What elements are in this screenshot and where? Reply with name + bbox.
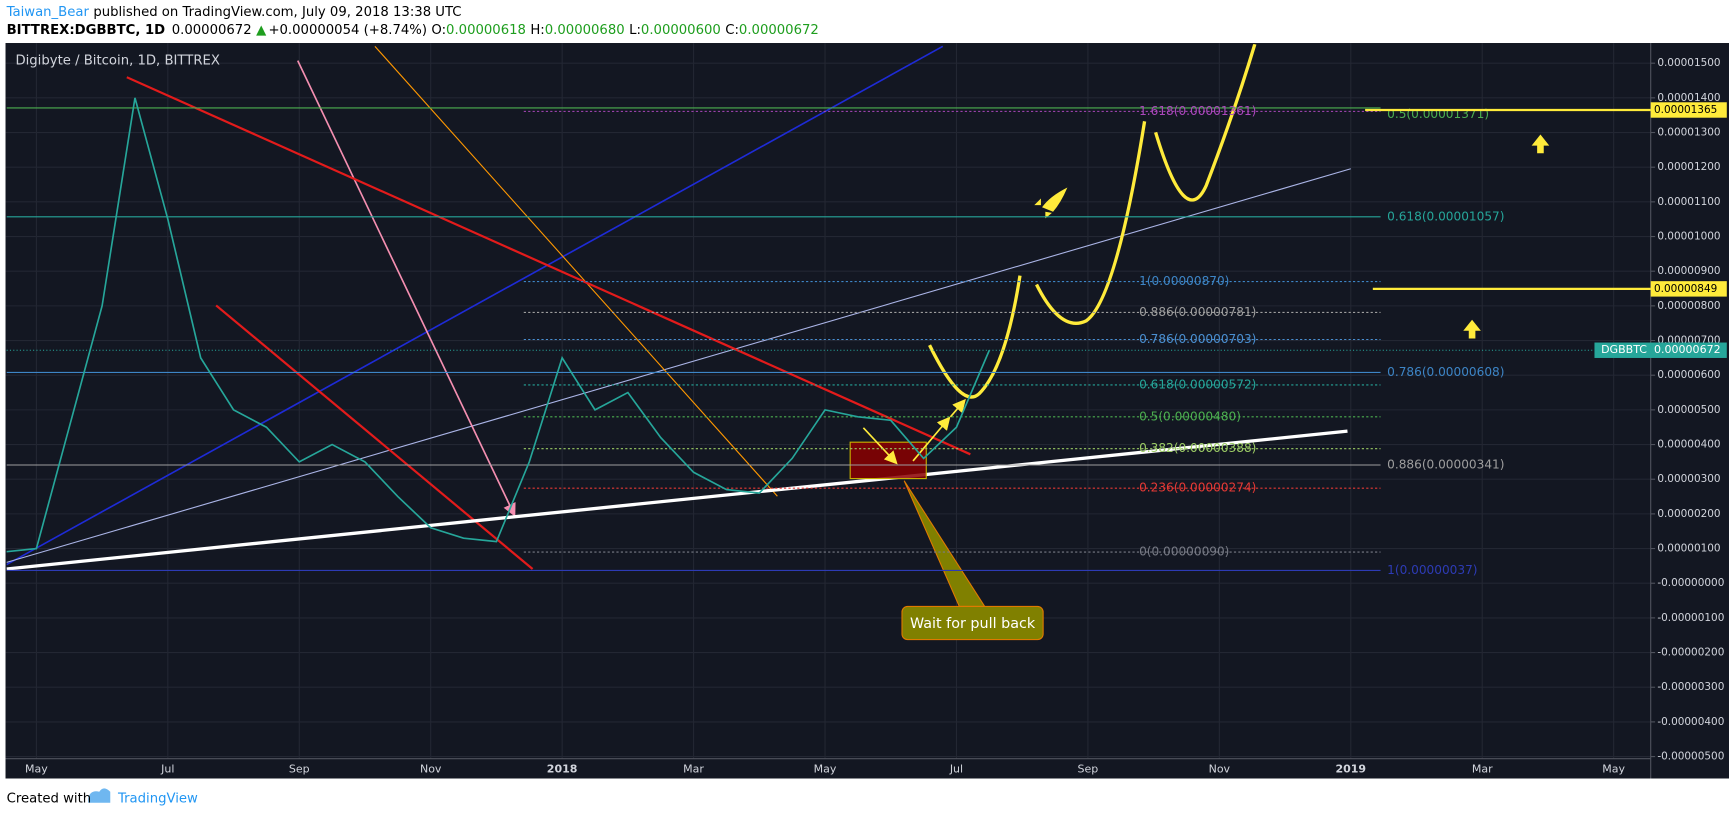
c-label: C:: [725, 23, 739, 38]
chart-background: [5, 43, 1729, 779]
fib-label: 0.886(0.00000781): [1139, 305, 1256, 319]
x-tick-label: May: [814, 763, 837, 776]
x-tick-label: Nov: [420, 763, 442, 776]
target-label: 0.00001365: [1654, 104, 1717, 116]
x-tick-label: May: [25, 763, 48, 776]
y-tick-label: 0.00001400: [1657, 92, 1720, 104]
close: 0.00000672: [739, 23, 819, 38]
up-arrow-icon: [1463, 319, 1481, 339]
fib-label: 1(0.00000037): [1387, 563, 1477, 577]
o-label: O:: [431, 23, 446, 38]
y-tick-label: 0.00000500: [1657, 404, 1720, 416]
open: 0.00000618: [446, 23, 526, 38]
fib-label: 0.236(0.00000274): [1139, 481, 1256, 495]
y-tick-label: -0.00000000: [1657, 577, 1724, 589]
callout-box: [901, 605, 1044, 641]
y-tick-label: 0.00000800: [1657, 300, 1720, 312]
x-tick-label: Sep: [1078, 763, 1099, 776]
y-tick-label: 0.00000400: [1657, 439, 1720, 451]
fib-label: 0.618(0.00001057): [1387, 209, 1504, 223]
fib-label: 1(0.00000870): [1139, 274, 1229, 288]
arrow: ▲: [256, 23, 267, 38]
fib-label: 0.382(0.00000388): [1139, 441, 1256, 455]
y-tick-label: 0.00001200: [1657, 161, 1720, 173]
trend-line: [126, 76, 971, 456]
y-tick-label: -0.00000200: [1657, 647, 1724, 659]
x-tick-label: Jul: [160, 763, 174, 776]
x-tick-label: Sep: [289, 763, 310, 776]
trend-line: [374, 45, 778, 497]
y-tick-label: 0.00000200: [1657, 508, 1720, 520]
fib-label: 0.886(0.00000341): [1387, 458, 1504, 472]
price-line: [6, 97, 991, 553]
y-tick-label: 0.00001000: [1657, 231, 1720, 243]
arrow-line: [862, 427, 898, 465]
fib-label: 1.618(0.00001361): [1139, 104, 1256, 118]
support-line: [6, 429, 1348, 571]
trend-line: [6, 168, 1351, 563]
y-tick-label: 0.00001100: [1657, 196, 1720, 208]
author[interactable]: Taiwan_Bear: [6, 5, 90, 20]
x-tick-label: Mar: [1472, 763, 1493, 776]
y-tick-label: 0.00001500: [1657, 57, 1720, 69]
x-tick-label: 2019: [1335, 763, 1366, 776]
target-label: 0.00000849: [1654, 283, 1717, 295]
projection-curve: [1154, 44, 1257, 202]
chart-title: Digibyte / Bitcoin, 1D, BITTREX: [15, 54, 220, 69]
rocket-icon: [1034, 187, 1068, 219]
fib-label: 0.5(0.00000480): [1139, 409, 1241, 423]
brand-logo[interactable]: [88, 788, 111, 803]
callout-text: Wait for pull back: [910, 616, 1036, 632]
series-name: DGBBTC: [1601, 343, 1647, 356]
l-label: L:: [629, 23, 641, 38]
y-tick-label: -0.00000300: [1657, 681, 1724, 693]
up-arrow-icon: [1531, 134, 1550, 154]
y-tick-label: 0.00000900: [1657, 265, 1720, 277]
price: 0.00000672: [172, 23, 252, 38]
symbol-line: BITTREX:DGBBTC, 1D 0.00000672 ▲ +0.00000054…: [7, 23, 819, 38]
fib-label: 0.786(0.00000703): [1139, 332, 1256, 346]
arrow-line: [949, 398, 966, 418]
trend-line: [6, 45, 944, 566]
change: +0.00000054 (+8.74%): [268, 23, 427, 38]
symbol: BITTREX:DGBBTC, 1D: [7, 23, 166, 38]
fib-label: 0(0.00000090): [1139, 545, 1229, 559]
trend-line: [215, 304, 534, 570]
x-tick-label: Nov: [1209, 763, 1231, 776]
fib-label: 0.618(0.00000572): [1139, 377, 1256, 391]
x-tick-label: Jul: [949, 763, 963, 776]
y-tick-label: -0.00000100: [1657, 612, 1724, 624]
arrow-line: [296, 60, 516, 517]
y-tick-label: 0.00000100: [1657, 543, 1720, 555]
low: 0.00000600: [641, 23, 721, 38]
y-tick-label: -0.00000400: [1657, 716, 1724, 728]
x-tick-label: Mar: [683, 763, 704, 776]
x-tick-label: 2018: [547, 763, 578, 776]
high: 0.00000680: [545, 23, 625, 38]
last-price-label: 0.00000672: [1654, 343, 1721, 356]
x-tick-label: May: [1602, 763, 1625, 776]
target-tag: [1650, 102, 1727, 118]
h-label: H:: [530, 23, 544, 38]
y-tick-label: 0.00001300: [1657, 127, 1720, 139]
header-line: Taiwan_Bear published on TradingView.com,…: [6, 5, 462, 20]
drawings: [6, 44, 1550, 608]
published: published on TradingView.com, July 09, 2…: [93, 5, 461, 20]
fib-label: 0.786(0.00000608): [1387, 365, 1504, 379]
projection-curve: [928, 275, 1022, 399]
y-tick-label: 0.00000300: [1657, 473, 1720, 485]
footer-text: Created with: [7, 791, 92, 806]
last-price-tag: [1594, 342, 1727, 358]
grid: [5, 43, 1651, 759]
brand-link[interactable]: TradingView: [117, 791, 198, 806]
y-tick-label: 0.00000600: [1657, 369, 1720, 381]
y-tick-label: -0.00000500: [1657, 751, 1724, 763]
target-tag: [1650, 281, 1727, 297]
